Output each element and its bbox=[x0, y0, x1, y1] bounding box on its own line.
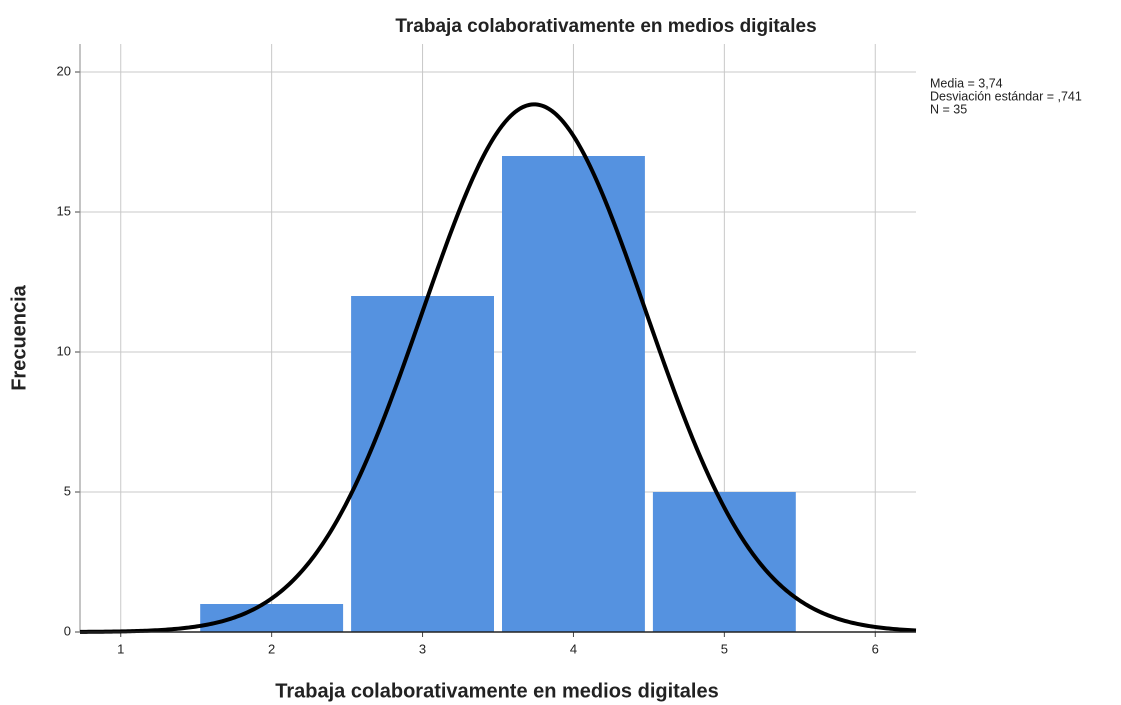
stat-label: Media = 3,74 bbox=[930, 76, 1003, 90]
bar bbox=[351, 296, 494, 632]
x-tick-label: 4 bbox=[570, 641, 577, 656]
stat-label: N = 35 bbox=[930, 102, 967, 116]
y-tick-label: 10 bbox=[57, 343, 71, 358]
normal-curve bbox=[79, 102, 917, 634]
y-tick-label: 0 bbox=[64, 623, 71, 638]
y-tick-label: 15 bbox=[57, 203, 71, 218]
bar bbox=[502, 156, 645, 632]
bar bbox=[652, 492, 796, 632]
y-tick-label: 20 bbox=[57, 63, 71, 78]
x-axis-title: Trabaja colaborativamente en medios digi… bbox=[275, 680, 719, 702]
chart-title: Trabaja colaborativamente en medios digi… bbox=[395, 16, 816, 37]
y-tick-label: 5 bbox=[64, 483, 71, 498]
x-tick-label: 2 bbox=[268, 641, 275, 656]
y-axis-title: Frecuencia bbox=[8, 284, 30, 390]
x-tick-label: 3 bbox=[419, 641, 426, 656]
x-tick-label: 6 bbox=[872, 641, 879, 656]
bar bbox=[200, 604, 344, 632]
x-tick-label: 1 bbox=[117, 641, 124, 656]
stat-label: Desviación estándar = ,741 bbox=[930, 89, 1082, 103]
x-tick-label: 5 bbox=[721, 641, 728, 656]
